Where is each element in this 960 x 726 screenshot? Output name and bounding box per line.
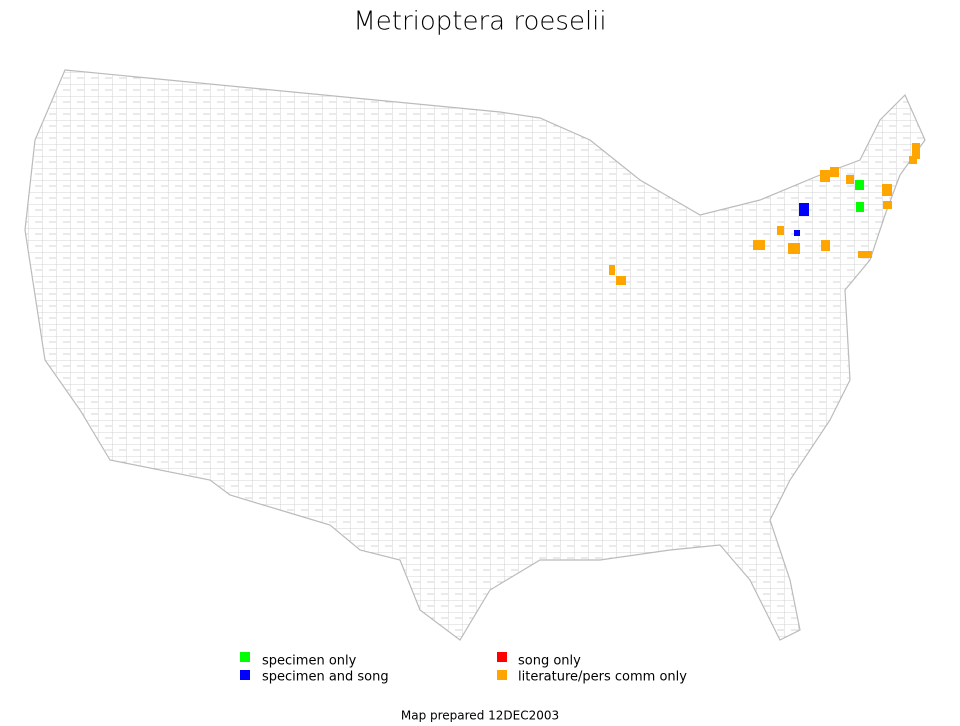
legend-swatch — [497, 670, 507, 680]
legend-label: specimen and song — [262, 670, 389, 685]
legend-label: literature/pers comm only — [518, 670, 687, 685]
legend-label: song only — [518, 654, 581, 669]
legend-swatch — [240, 652, 250, 662]
legend: specimen only specimen and song song onl… — [240, 652, 687, 685]
county-patch — [883, 201, 892, 209]
county-patch — [856, 202, 864, 212]
legend-swatch — [497, 652, 507, 662]
legend-swatch — [240, 670, 250, 680]
county-patch — [753, 240, 765, 250]
county-patch — [882, 184, 892, 196]
county-patch — [858, 251, 872, 258]
county-patch — [799, 203, 809, 216]
county-patch — [820, 170, 830, 182]
county-patch — [794, 230, 800, 236]
legend-label: specimen only — [262, 654, 357, 669]
county-patch — [846, 175, 854, 184]
map-title: Metrioptera roeselii — [353, 7, 606, 37]
county-patch — [777, 226, 784, 235]
county-patch — [616, 276, 626, 285]
county-patch — [855, 180, 864, 190]
record-patches — [609, 143, 920, 285]
county-patch — [821, 240, 830, 251]
footer-note: Map prepared 12DEC2003 — [401, 709, 559, 723]
county-patch — [788, 243, 800, 254]
county-patch — [909, 156, 917, 164]
county-patch — [830, 167, 839, 177]
county-patch — [609, 265, 615, 275]
us-map — [24, 69, 926, 641]
county-patch — [912, 143, 920, 159]
